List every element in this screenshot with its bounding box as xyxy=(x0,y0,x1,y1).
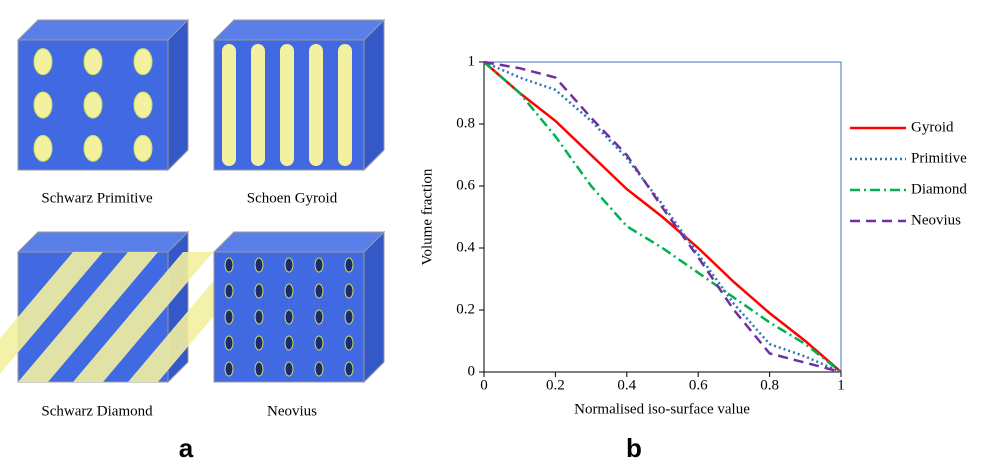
surface xyxy=(0,252,103,374)
pore xyxy=(254,283,264,299)
pore xyxy=(33,134,53,162)
structure-label: Schoen Gyroid xyxy=(247,190,338,206)
x-tick-label: 0 xyxy=(480,377,488,393)
structure-renders xyxy=(0,18,386,384)
surface xyxy=(222,44,236,166)
pore xyxy=(314,283,324,299)
cube-side xyxy=(363,18,385,172)
pore xyxy=(224,335,234,351)
x-tick-label: 0.8 xyxy=(760,377,779,393)
pore xyxy=(314,335,324,351)
y-tick-label: 0 xyxy=(468,363,476,379)
cube-top xyxy=(16,231,190,253)
pore xyxy=(314,309,324,325)
y-tick-label: 1 xyxy=(468,53,476,69)
pore xyxy=(83,134,103,162)
pore xyxy=(284,257,294,273)
pore xyxy=(284,335,294,351)
pore xyxy=(224,309,234,325)
pore xyxy=(314,361,324,377)
surface xyxy=(251,44,265,166)
series-line xyxy=(483,61,842,373)
pore xyxy=(284,361,294,377)
pore xyxy=(344,361,354,377)
pore xyxy=(83,91,103,119)
cube-top xyxy=(212,231,386,253)
x-axis-label: Normalised iso-surface value xyxy=(574,401,750,417)
pore xyxy=(344,335,354,351)
cube-side xyxy=(167,18,189,172)
legend-label: Primitive xyxy=(911,150,967,166)
legend-label: Gyroid xyxy=(911,119,954,135)
surface xyxy=(280,44,294,166)
pore xyxy=(344,283,354,299)
y-tick-label: 0.8 xyxy=(456,115,475,131)
surface xyxy=(338,44,352,166)
structure-label: Schwarz Diamond xyxy=(41,403,153,419)
x-tick-label: 0.6 xyxy=(689,377,708,393)
pore xyxy=(254,257,264,273)
series-line xyxy=(483,60,842,374)
surface xyxy=(309,44,323,166)
pore xyxy=(133,91,153,119)
pore xyxy=(254,309,264,325)
pore xyxy=(254,361,264,377)
pore xyxy=(133,48,153,76)
panel-label: a xyxy=(179,433,194,463)
pore xyxy=(284,283,294,299)
pore xyxy=(224,283,234,299)
surface xyxy=(73,252,213,382)
pore xyxy=(133,134,153,162)
y-tick-label: 0.4 xyxy=(456,239,475,255)
x-tick-label: 0.2 xyxy=(546,377,565,393)
cube-top xyxy=(16,19,190,41)
pore xyxy=(83,48,103,76)
series-line xyxy=(483,61,842,373)
structure-label: Neovius xyxy=(267,403,317,419)
pore xyxy=(284,309,294,325)
pore xyxy=(224,361,234,377)
legend-label: Neovius xyxy=(911,212,961,228)
pore xyxy=(33,48,53,76)
panel-label: b xyxy=(626,433,642,463)
x-tick-label: 0.4 xyxy=(617,377,636,393)
y-tick-label: 0.6 xyxy=(456,177,475,193)
pore xyxy=(254,335,264,351)
x-tick-label: 1 xyxy=(837,377,845,393)
legend-label: Diamond xyxy=(911,181,967,197)
cube-top xyxy=(212,19,386,41)
pore xyxy=(344,257,354,273)
y-axis-label: Volume fraction xyxy=(419,168,435,265)
pore xyxy=(224,257,234,273)
structure-label: Schwarz Primitive xyxy=(41,190,153,206)
pore xyxy=(344,309,354,325)
cube-side xyxy=(363,230,385,384)
pore xyxy=(33,91,53,119)
pore xyxy=(314,257,324,273)
y-tick-label: 0.2 xyxy=(456,301,475,317)
surface xyxy=(18,252,158,382)
